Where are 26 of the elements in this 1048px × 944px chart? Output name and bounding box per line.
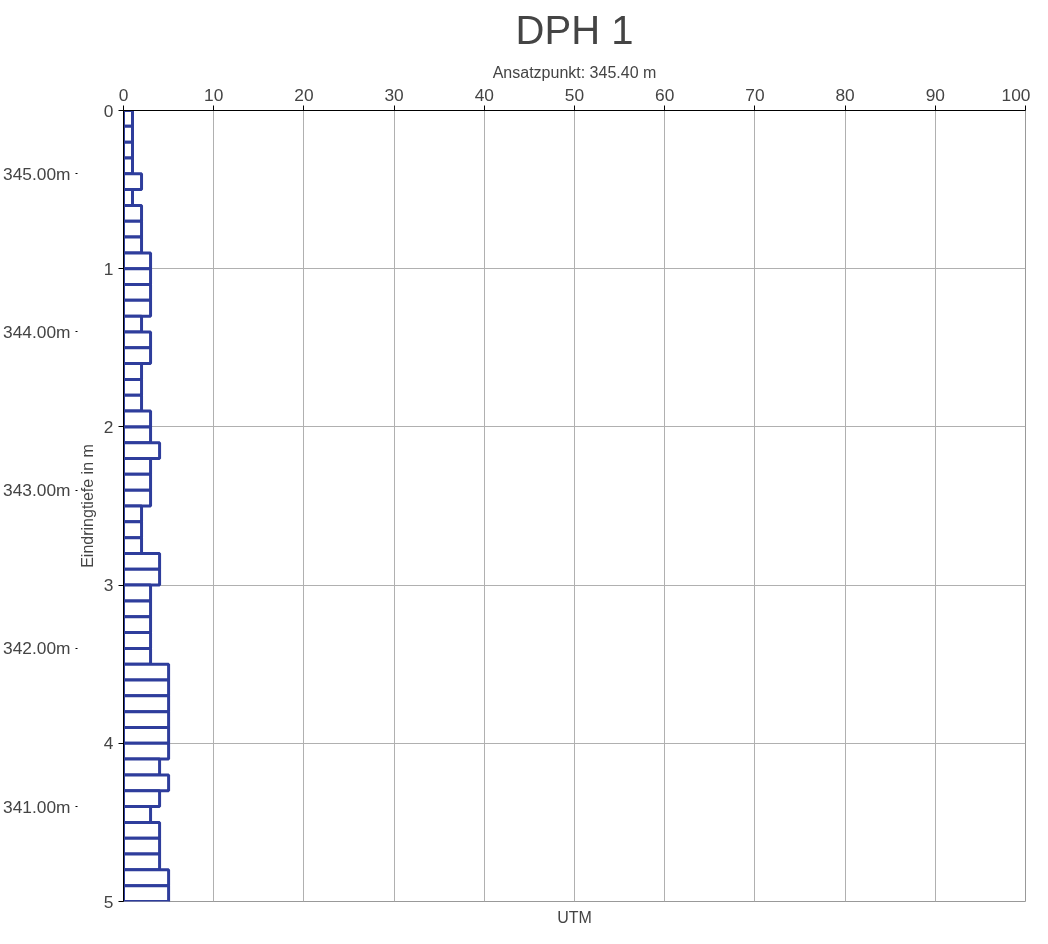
x-tick-label: 0: [118, 84, 129, 105]
y-tick-label: 5: [103, 891, 114, 912]
x-tick-label: 30: [384, 84, 404, 105]
y-tick-label: 3: [103, 575, 114, 596]
chart-subtitle: Ansatzpunkt: 345.40 m: [492, 63, 657, 81]
x-tick-label: 70: [745, 84, 765, 105]
x-tick-label: 100: [1001, 84, 1031, 105]
y2-tick-label: 342.00m: [3, 638, 71, 659]
y-tick-label: 0: [103, 100, 114, 121]
y-tick-label: 1: [103, 258, 114, 279]
y2-tick-label: 344.00m: [3, 321, 71, 342]
x-tick-label: 40: [474, 84, 494, 105]
x-axis-title: UTM: [557, 908, 592, 926]
x-tick-label: 10: [204, 84, 224, 105]
y-axis-title: Eindringtiefe in m: [78, 444, 96, 568]
y2-tick-label: 343.00m: [3, 480, 71, 501]
y-tick-label: 4: [103, 733, 114, 754]
x-tick-label: 80: [835, 84, 855, 105]
y2-tick-label: 341.00m: [3, 796, 71, 817]
x-tick-label: 90: [925, 84, 945, 105]
y2-tick-label: 345.00m: [3, 163, 71, 184]
y-tick-label: 2: [103, 416, 114, 437]
x-tick-label: 20: [294, 84, 314, 105]
x-tick-label: 60: [655, 84, 675, 105]
x-tick-label: 50: [564, 84, 585, 105]
chart-title: DPH 1: [515, 7, 634, 52]
